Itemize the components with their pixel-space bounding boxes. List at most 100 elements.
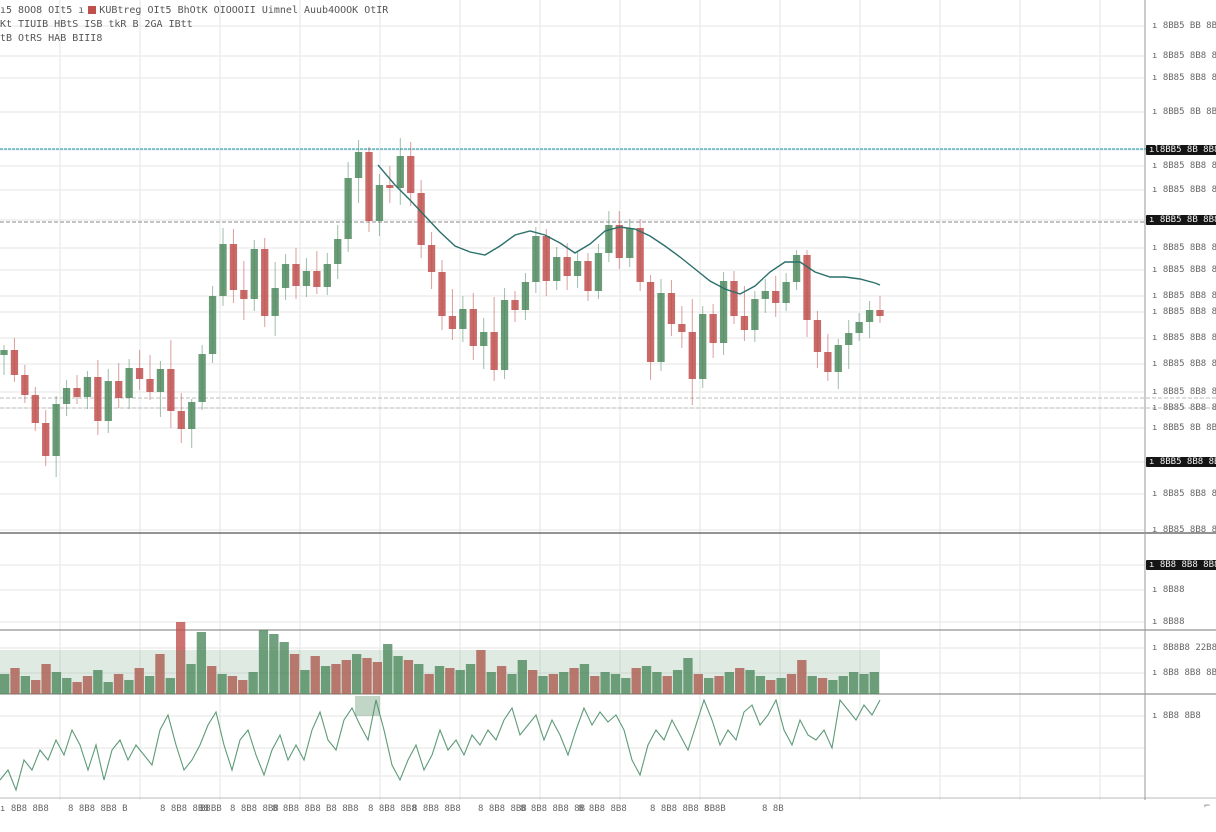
y-axis-tick-label: ı 8BB5 8B 8B8 [1152, 107, 1216, 117]
candle-body [229, 244, 238, 290]
volume-bar [869, 672, 879, 694]
volume-bar [672, 670, 683, 694]
volume-bar [817, 678, 828, 694]
y-axis-tick-label: ı 8B85 8B8 8B8B [1152, 265, 1216, 275]
volume-bar [113, 674, 124, 694]
scale-settings-icon[interactable]: ⌐ [1203, 801, 1210, 812]
x-axis-tick-label: B8BB [200, 804, 222, 814]
y-axis-tick-label: ı 8B85 8B8 8B8B [1152, 161, 1216, 171]
legend-prefix: ı5 8OO8 OIt5 ı [0, 5, 85, 16]
candle-body [94, 377, 102, 421]
candle-body [344, 178, 352, 239]
x-axis-tick-label: 8 8B8 8B8 [272, 804, 321, 814]
volume-bar [476, 650, 486, 694]
volume-bar [186, 664, 196, 694]
candle-body [10, 350, 19, 375]
volume-bar [455, 670, 465, 694]
candle-body [813, 320, 822, 352]
volume-bar [62, 678, 72, 694]
candle-body [302, 271, 311, 286]
candle-body [427, 245, 436, 272]
candle-body [699, 314, 707, 379]
candle-body [876, 310, 884, 316]
moving-average-line [377, 164, 881, 295]
x-axis-tick-label: 8 8B8 8B8 [478, 804, 527, 814]
candle-body [563, 257, 571, 276]
y-axis-tick-label: ı 8B85 8B8 8B8B [1152, 185, 1216, 195]
volume-bar [590, 676, 600, 694]
candle-body [365, 152, 373, 221]
volume-bar [755, 676, 766, 694]
volume-bar [41, 664, 51, 694]
volume-average-area [0, 650, 880, 694]
candle-body [313, 271, 321, 287]
volume-bar [828, 680, 838, 694]
candle-body [469, 309, 477, 346]
y-axis-tick-label: ı 8B8 8B8 [1152, 711, 1201, 721]
volume-bar [507, 674, 517, 694]
candle-body [135, 368, 144, 379]
volume-bar [414, 664, 424, 694]
y-axis-tick-label: ı 8B85 8B8 8B8B [1152, 359, 1216, 369]
volume-bar [134, 668, 144, 694]
volume-bar [372, 662, 383, 694]
volume-bar [72, 682, 82, 694]
candle-body [146, 379, 154, 392]
candle-body [480, 332, 488, 346]
volume-bar [352, 654, 362, 694]
volume-bar [341, 660, 351, 694]
volume-bar [693, 674, 703, 694]
volume-bar [445, 668, 455, 694]
candle-body [500, 300, 509, 370]
x-axis-tick-label: 8 8B8 8B8 [412, 804, 461, 814]
candle-body [667, 293, 676, 324]
volume-bar [569, 668, 579, 694]
candle-body [709, 314, 717, 343]
legend-line3: tB OtRS HAB BIII8 [0, 33, 103, 44]
y-axis-tick-label: ı 8B85 8B8 8B8B [1152, 243, 1216, 253]
y-axis-tick-label: ı 8B8B8 22B8 [1152, 643, 1216, 653]
y-axis-tick-label: ı 8B85 8B8 8B8B [1152, 51, 1216, 61]
candle-body [208, 296, 217, 354]
volume-bar [838, 676, 848, 694]
volume-bar [165, 678, 175, 694]
candle-body [626, 228, 634, 258]
candle-body [751, 299, 759, 330]
candle-body [605, 225, 613, 253]
y-axis-tick-label: ı 8B85 8B8 8B8B [1152, 307, 1216, 317]
y-axis-tick-label: ı 8B85 8B8 8B8B [1152, 291, 1216, 301]
volume-bar [279, 642, 289, 694]
candle-body [156, 369, 165, 392]
x-axis-tick-label: 8 8B8 8B8 [578, 804, 627, 814]
y-axis-tick-label: ı 8BB5 BB 8B [1152, 21, 1216, 31]
candle-body [594, 253, 603, 291]
candle-body [803, 255, 811, 320]
volume-bar [486, 672, 496, 694]
candle-body [177, 411, 185, 429]
volume-bar [93, 670, 103, 694]
x-axis-tick-label: 8 8B [762, 804, 784, 814]
volume-bar [766, 680, 776, 694]
candle-body [250, 249, 258, 299]
candle-body [678, 324, 686, 332]
volume-bar [248, 672, 258, 694]
x-axis-tick-label: 8 8B8 8B8 8B [650, 804, 716, 814]
volume-bar [848, 672, 859, 694]
oscillator-highlight [355, 696, 380, 716]
candle-body [855, 322, 863, 333]
volume-bar [238, 680, 248, 694]
x-axis-tick-label: 8 8B8 8B8 8B [520, 804, 586, 814]
candle-body [834, 345, 842, 372]
volume-bar [724, 672, 735, 694]
chart-legend: ı5 8OO8 OIt5 ı KUBtreg OIt5 BhOtK OIOOOII… [0, 4, 388, 46]
candle-body [511, 300, 519, 310]
volume-bar [559, 672, 569, 694]
volume-bar [310, 656, 320, 694]
volume-bar [227, 676, 238, 694]
volume-bar [82, 676, 93, 694]
volume-bar [610, 674, 621, 694]
volume-bar [652, 672, 662, 694]
y-axis-tick-label: ı 8BB5 8B 8B8 [1152, 423, 1216, 433]
candle-body [83, 377, 92, 397]
